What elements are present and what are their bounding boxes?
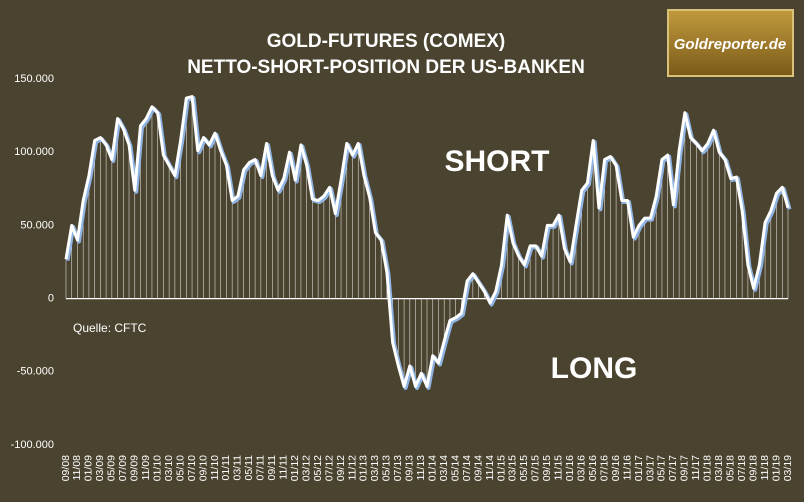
x-tick-label: 01/15 xyxy=(495,455,507,481)
y-tick-label: 50.000 xyxy=(20,219,54,231)
x-tick-label: 01/17 xyxy=(633,455,645,481)
x-tick-label: 07/17 xyxy=(667,455,679,481)
x-tick-label: 01/10 xyxy=(151,455,163,481)
x-tick-label: 03/14 xyxy=(438,455,450,481)
x-tick-label: 09/18 xyxy=(747,455,759,481)
x-tick-label: 03/10 xyxy=(163,455,175,481)
x-tick-label: 09/12 xyxy=(335,455,347,481)
y-tick-label: -50.000 xyxy=(17,366,54,378)
x-tick-label: 07/13 xyxy=(392,455,404,481)
x-tick-label: 01/18 xyxy=(702,455,714,481)
x-tick-label: 11/14 xyxy=(484,455,496,481)
x-tick-label: 03/16 xyxy=(575,455,587,481)
x-tick-label: 11/10 xyxy=(209,455,221,481)
x-tick-label: 09/16 xyxy=(610,455,622,481)
x-tick-label: 07/14 xyxy=(461,455,473,481)
series-line xyxy=(64,95,790,388)
x-tick-label: 03/15 xyxy=(507,455,519,481)
x-tick-label: 05/17 xyxy=(656,455,668,481)
x-tick-label: 09/14 xyxy=(472,455,484,481)
x-tick-label: 07/15 xyxy=(530,455,542,481)
chart-subtitle: NETTO-SHORT-POSITION DER US-BANKEN xyxy=(187,57,585,78)
y-tick-label: 100.000 xyxy=(14,146,54,158)
x-tick-label: 05/15 xyxy=(518,455,530,481)
x-tick-label: 07/12 xyxy=(323,455,335,481)
x-tick-label: 11/16 xyxy=(621,455,633,481)
y-tick-label: -100.000 xyxy=(11,439,54,451)
annotation: LONG xyxy=(551,352,638,385)
x-tick-label: 01/11 xyxy=(220,455,232,481)
x-tick-label: 09/11 xyxy=(266,455,278,481)
x-tick-label: 07/11 xyxy=(255,455,267,481)
x-tick-label: 09/15 xyxy=(541,455,553,481)
x-tick-label: 05/14 xyxy=(449,455,461,481)
x-tick-label: 05/13 xyxy=(381,455,393,481)
x-tick-label: 03/11 xyxy=(232,455,244,481)
x-tick-label: 01/13 xyxy=(358,455,370,481)
x-tick-label: 05/11 xyxy=(243,455,255,481)
x-tick-label: 01/09 xyxy=(83,455,95,481)
x-tick-label: 05/12 xyxy=(312,455,324,481)
x-tick-label: 09/13 xyxy=(404,455,416,481)
x-tick-label: 11/15 xyxy=(553,455,565,481)
x-tick-label: 03/18 xyxy=(713,455,725,481)
x-tick-label: 03/17 xyxy=(644,455,656,481)
x-tick-label: 03/13 xyxy=(369,455,381,481)
annotation: SHORT xyxy=(445,145,550,178)
x-tick-label: 01/12 xyxy=(289,455,301,481)
logo-box xyxy=(667,9,794,77)
x-tick-label: 03/12 xyxy=(300,455,312,481)
y-tick-label: 0 xyxy=(48,293,54,305)
x-tick-label: 11/09 xyxy=(140,455,152,481)
logo: Goldreporter.de xyxy=(674,36,787,53)
x-tick-label: 05/18 xyxy=(724,455,736,481)
chart-title: GOLD-FUTURES (COMEX) xyxy=(267,31,506,52)
x-tick-label: 11/11 xyxy=(278,455,290,480)
x-tick-label: 07/18 xyxy=(736,455,748,481)
x-tick-label: 03/09 xyxy=(94,455,106,481)
x-tick-label: 09/17 xyxy=(679,455,691,481)
x-tick-label: 07/16 xyxy=(598,455,610,481)
x-tick-label: 09/09 xyxy=(129,455,141,481)
x-tick-label: 03/19 xyxy=(782,455,794,481)
y-tick-label: 150.000 xyxy=(14,73,54,85)
x-tick-label: 01/16 xyxy=(564,455,576,481)
x-tick-label: 01/19 xyxy=(770,455,782,481)
source-note: Quelle: CFTC xyxy=(73,321,147,335)
x-tick-label: 05/10 xyxy=(174,455,186,481)
x-tick-label: 05/16 xyxy=(587,455,599,481)
x-tick-label: 07/09 xyxy=(117,455,129,481)
x-tick-label: 11/08 xyxy=(71,455,83,481)
x-tick-label: 01/14 xyxy=(427,455,439,481)
x-tick-label: 11/13 xyxy=(415,455,427,481)
x-tick-label: 05/09 xyxy=(106,455,118,481)
x-tick-label: 11/17 xyxy=(690,455,702,481)
x-tick-label: 07/10 xyxy=(186,455,198,481)
x-tick-label: 11/12 xyxy=(346,455,358,481)
x-tick-label: 09/08 xyxy=(60,455,72,481)
x-tick-label: 11/18 xyxy=(759,455,771,481)
x-tick-label: 09/10 xyxy=(197,455,209,481)
